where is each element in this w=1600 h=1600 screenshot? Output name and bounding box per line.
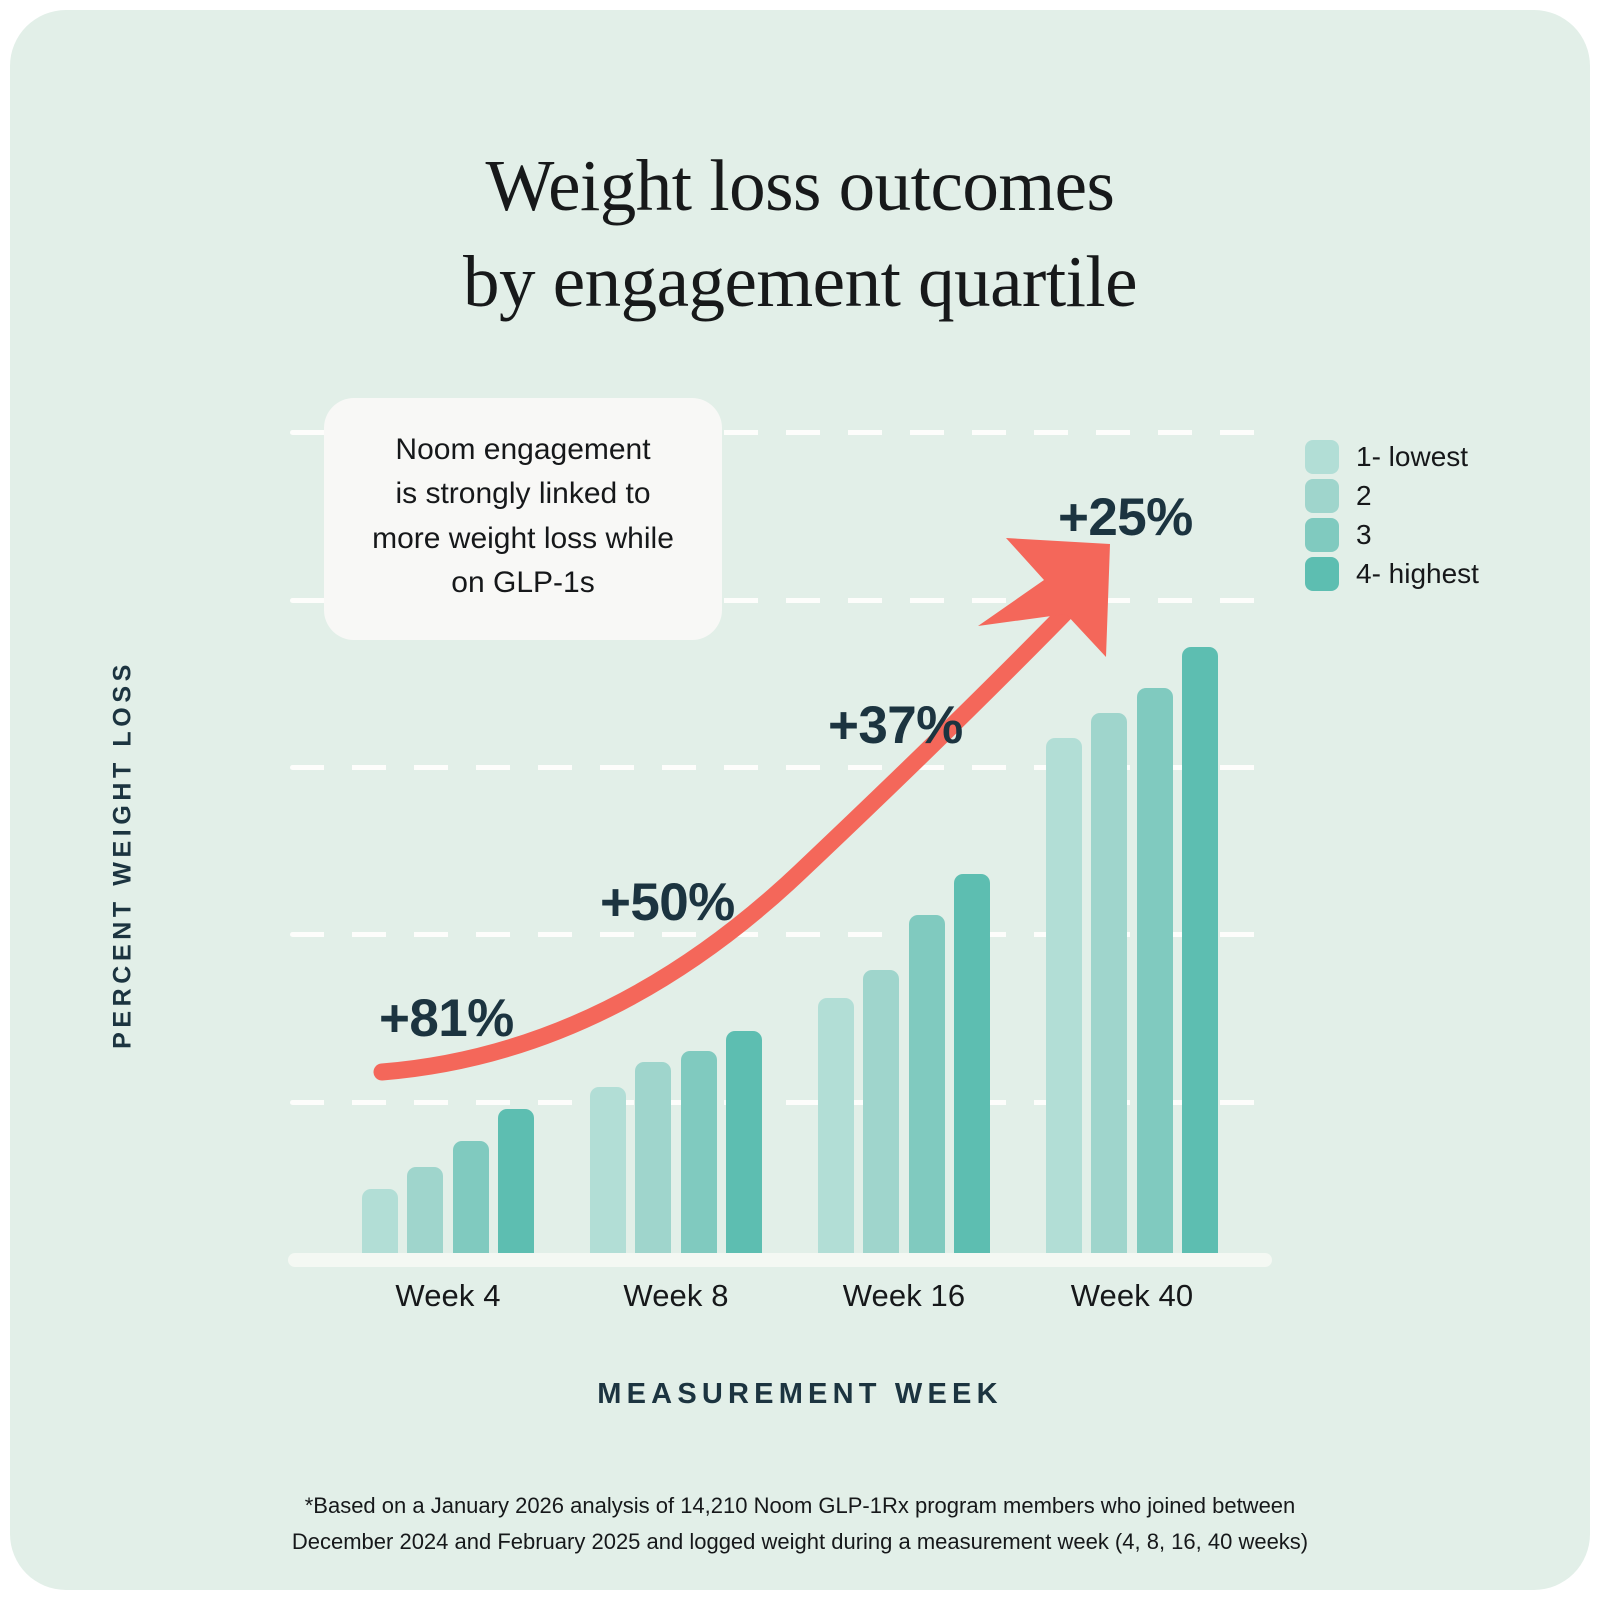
bar[interactable] <box>725 1031 762 1260</box>
gridline-0 <box>290 430 1270 435</box>
bar[interactable] <box>1136 688 1173 1260</box>
callout-line-1: Noom engagement <box>395 433 651 466</box>
legend-swatch-icon <box>1305 440 1339 474</box>
x-tick-label-week-16: Week 16 <box>842 1278 966 1313</box>
gridline-4 <box>290 1100 1270 1105</box>
annotation-50: +50% <box>600 873 735 932</box>
callout-line-4: on GLP-1s <box>451 566 595 600</box>
bar[interactable] <box>1181 647 1218 1260</box>
legend-swatch-icon <box>1305 518 1339 552</box>
x-tick-label-week-40: Week 40 <box>1070 1278 1194 1313</box>
legend-item-label: 4- highest <box>1356 558 1479 589</box>
legend-item-1[interactable]: 1- lowest <box>1305 438 1535 476</box>
y-axis-title: PERCENT WEIGHT LOSS <box>108 660 137 1049</box>
chart-baseline <box>288 1253 1272 1267</box>
bar[interactable] <box>680 1051 717 1260</box>
legend-item-label: 3 <box>1356 519 1372 550</box>
callout-line-2: is strongly linked to <box>395 477 651 511</box>
chart-legend: 1- lowest 2 3 4- highest <box>1305 438 1535 594</box>
legend-item-4[interactable]: 4- highest <box>1305 555 1535 593</box>
legend-swatch-icon <box>1305 557 1339 591</box>
footnote-line-2: December 2024 and February 2025 and logg… <box>291 1528 1309 1554</box>
x-axis-title: MEASUREMENT WEEK <box>597 1378 1003 1410</box>
bar[interactable] <box>863 970 900 1260</box>
annotation-81: +81% <box>379 989 514 1048</box>
title-line-2: by engagement quartile <box>462 240 1138 322</box>
legend-item-2[interactable]: 2 <box>1305 477 1535 515</box>
annotation-25: +25% <box>1058 488 1193 547</box>
bar[interactable] <box>953 874 990 1260</box>
x-tick-label-week-4: Week 4 <box>395 1278 501 1313</box>
title-line-1: Weight loss outcomes <box>485 145 1115 226</box>
legend-item-label: 1- lowest <box>1356 441 1469 472</box>
bar[interactable] <box>590 1087 626 1260</box>
bar[interactable] <box>635 1062 672 1260</box>
infographic-card: Weight loss outcomes by engagement quart… <box>10 10 1590 1590</box>
bar-group-week-4 <box>362 410 534 1260</box>
bar[interactable] <box>1091 713 1128 1260</box>
legend-item-label: 2 <box>1356 480 1372 511</box>
bar[interactable] <box>908 915 945 1260</box>
legend-item-3[interactable]: 3 <box>1305 516 1535 554</box>
chart-x-tick-labels: Week 4 Week 8 Week 16 Week 40 <box>290 1278 1270 1328</box>
bar[interactable] <box>497 1109 534 1260</box>
bar[interactable] <box>1046 738 1082 1260</box>
callout-box: Noom engagement is strongly linked to mo… <box>324 398 722 640</box>
callout-line-3: more weight loss while <box>372 521 674 555</box>
bar[interactable] <box>407 1167 444 1260</box>
legend-swatch-icon <box>1305 479 1339 513</box>
bar-group-week-16 <box>818 410 990 1260</box>
bar[interactable] <box>818 998 854 1260</box>
bar[interactable] <box>362 1189 398 1260</box>
footnote: *Based on a January 2026 analysis of 14,… <box>10 1488 1590 1559</box>
bar[interactable] <box>452 1141 489 1260</box>
footnote-line-1: *Based on a January 2026 analysis of 14,… <box>304 1493 1296 1518</box>
x-tick-label-week-8: Week 8 <box>623 1278 729 1313</box>
annotation-37: +37% <box>828 696 963 755</box>
page-title: Weight loss outcomes by engagement quart… <box>10 138 1590 329</box>
